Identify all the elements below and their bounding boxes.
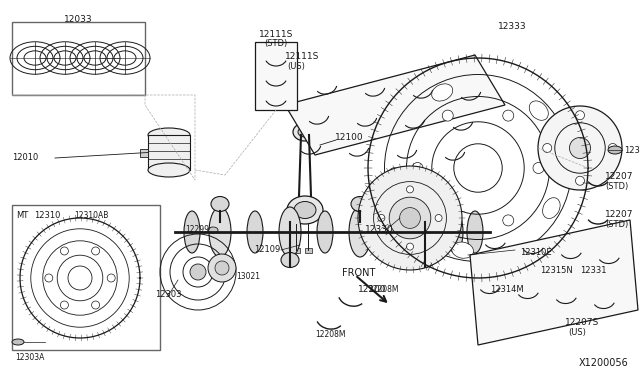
Text: FRONT: FRONT: [342, 268, 376, 278]
Text: X1200056: X1200056: [579, 358, 628, 368]
Text: MT: MT: [16, 211, 28, 220]
Circle shape: [60, 247, 68, 255]
Bar: [12, 205, 160, 350]
Ellipse shape: [279, 207, 301, 257]
Ellipse shape: [529, 101, 548, 120]
Text: 12303: 12303: [155, 290, 182, 299]
Ellipse shape: [416, 253, 434, 267]
Text: (STD): (STD): [605, 182, 628, 191]
Text: (STD): (STD): [605, 220, 628, 229]
Text: 12303A: 12303A: [15, 353, 44, 362]
Circle shape: [435, 215, 442, 221]
Ellipse shape: [414, 207, 436, 257]
Circle shape: [533, 163, 544, 173]
Text: 12207S: 12207S: [565, 318, 599, 327]
Ellipse shape: [293, 123, 317, 141]
Ellipse shape: [281, 253, 299, 267]
Text: 12331: 12331: [580, 266, 607, 275]
Ellipse shape: [452, 242, 474, 258]
Bar: [293, 248, 300, 253]
Circle shape: [442, 215, 453, 226]
Text: 12314M: 12314M: [490, 285, 524, 294]
Text: 12310E: 12310E: [520, 248, 552, 257]
Text: 12299: 12299: [185, 225, 209, 234]
Circle shape: [503, 215, 514, 226]
Circle shape: [45, 274, 52, 282]
Text: 12010: 12010: [12, 154, 38, 163]
Circle shape: [92, 301, 100, 309]
Ellipse shape: [608, 146, 622, 154]
Circle shape: [378, 215, 385, 221]
Circle shape: [60, 301, 68, 309]
Ellipse shape: [349, 207, 371, 257]
Ellipse shape: [247, 211, 263, 253]
Circle shape: [399, 208, 420, 228]
Bar: [148, 135, 190, 170]
Bar: [12, 22, 145, 95]
Circle shape: [107, 274, 115, 282]
Ellipse shape: [294, 202, 316, 218]
Text: 12330: 12330: [365, 225, 394, 234]
Text: (US): (US): [287, 62, 305, 71]
Circle shape: [503, 110, 514, 121]
Circle shape: [538, 106, 622, 190]
Circle shape: [92, 247, 100, 255]
Circle shape: [389, 197, 431, 239]
Ellipse shape: [543, 198, 560, 218]
Circle shape: [575, 111, 584, 120]
Text: 12033: 12033: [64, 15, 93, 24]
Ellipse shape: [432, 84, 452, 101]
Ellipse shape: [211, 196, 229, 212]
Ellipse shape: [12, 339, 24, 345]
Ellipse shape: [387, 211, 403, 253]
Circle shape: [406, 243, 413, 250]
Circle shape: [215, 261, 229, 275]
Circle shape: [406, 186, 413, 193]
Circle shape: [358, 166, 462, 270]
Polygon shape: [470, 220, 638, 345]
Ellipse shape: [208, 227, 218, 233]
Bar: [305, 248, 312, 253]
Text: 12333: 12333: [498, 22, 527, 31]
Ellipse shape: [209, 207, 231, 257]
Ellipse shape: [148, 128, 190, 142]
Text: 13021: 13021: [236, 272, 260, 281]
Ellipse shape: [351, 196, 369, 212]
Text: 12111S: 12111S: [259, 30, 293, 39]
Text: 12200: 12200: [358, 285, 387, 294]
Ellipse shape: [298, 127, 312, 137]
Circle shape: [208, 254, 236, 282]
Text: 12100: 12100: [335, 134, 364, 142]
Bar: [140, 149, 148, 157]
Circle shape: [575, 176, 584, 185]
Ellipse shape: [467, 211, 483, 253]
Text: 12207: 12207: [605, 172, 634, 181]
Ellipse shape: [287, 196, 323, 224]
Text: 12208M: 12208M: [368, 285, 399, 294]
Polygon shape: [285, 55, 505, 155]
Text: (US): (US): [568, 328, 586, 337]
Text: 12310: 12310: [34, 211, 60, 220]
Ellipse shape: [184, 211, 200, 253]
Circle shape: [190, 264, 206, 280]
Ellipse shape: [317, 211, 333, 253]
Text: (STD): (STD): [264, 39, 287, 48]
Text: 12310AB: 12310AB: [74, 211, 108, 220]
Bar: [255, 42, 297, 110]
Text: 12310A: 12310A: [624, 146, 640, 155]
Circle shape: [412, 163, 423, 173]
Text: 12207: 12207: [605, 210, 634, 219]
Text: 12111S: 12111S: [285, 52, 319, 61]
Text: 12315N: 12315N: [540, 266, 573, 275]
Circle shape: [570, 138, 591, 158]
Circle shape: [608, 144, 617, 153]
Ellipse shape: [148, 163, 190, 177]
Circle shape: [442, 110, 453, 121]
Text: 12109: 12109: [253, 246, 280, 254]
Text: 12208M: 12208M: [315, 330, 346, 339]
Ellipse shape: [387, 168, 403, 190]
Circle shape: [543, 144, 552, 153]
Ellipse shape: [447, 211, 463, 253]
